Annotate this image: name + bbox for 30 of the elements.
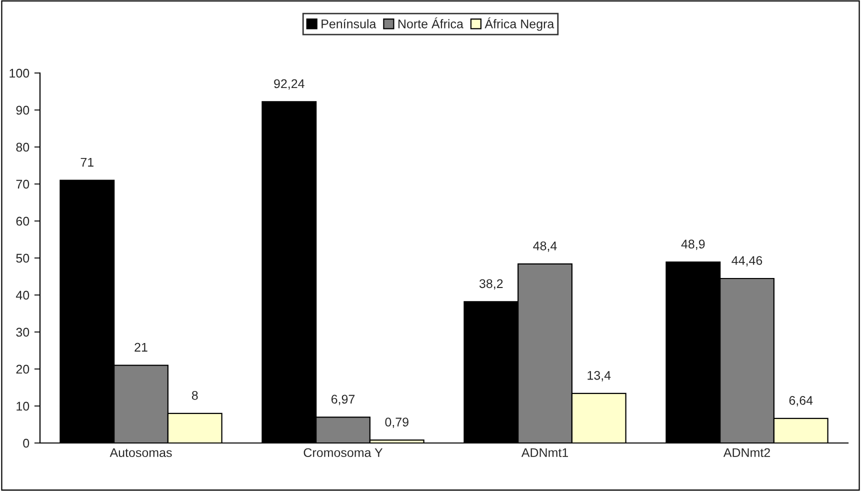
- x-tick-label: Autosomas: [110, 448, 172, 458]
- data-label: 8: [192, 390, 198, 400]
- data-label: 38,2: [479, 279, 503, 290]
- data-label: 6,97: [331, 394, 355, 406]
- y-tick-label: 50: [16, 254, 30, 263]
- y-tick-label: 80: [16, 142, 30, 152]
- data-label: 92,24: [274, 79, 304, 90]
- x-tick-label: Cromosoma Y: [304, 448, 383, 458]
- data-label: 13,4: [588, 370, 611, 382]
- y-tick-label: 40: [16, 290, 30, 300]
- data-label: 48,4: [533, 241, 557, 252]
- data-label: 21: [134, 342, 148, 352]
- x-tick-label: ADNmt2: [723, 448, 770, 458]
- y-tick-label: 70: [16, 180, 30, 189]
- y-tick-label: 90: [16, 106, 30, 115]
- legend-label: África Negra: [484, 17, 554, 31]
- data-label: 6,64: [789, 396, 813, 406]
- data-label: 48,9: [681, 240, 705, 250]
- y-tick-label: 0: [23, 438, 30, 448]
- legend-label: Norte África: [398, 17, 464, 28]
- y-tick-label: 30: [16, 328, 30, 337]
- data-label: 0,79: [385, 418, 408, 428]
- legend-label: Península: [322, 19, 376, 28]
- data-label: 71: [80, 158, 94, 167]
- y-tick-label: 100: [10, 68, 30, 78]
- y-tick-label: 20: [16, 364, 30, 374]
- y-tick-label: 60: [16, 216, 30, 226]
- data-label: 44,46: [732, 256, 762, 266]
- x-tick-label: ADNmt1: [521, 448, 568, 458]
- y-tick-label: 10: [16, 402, 30, 411]
